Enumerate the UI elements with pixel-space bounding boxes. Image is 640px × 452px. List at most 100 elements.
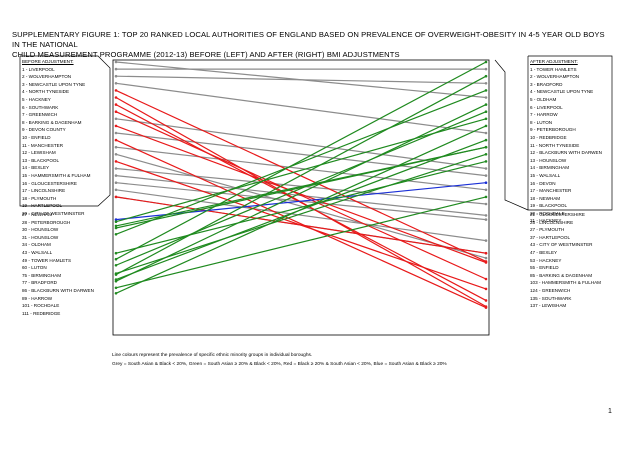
series-line-green — [115, 61, 487, 260]
after-other-rank-item: 137 - LEWISHAM — [530, 303, 567, 309]
after-point — [484, 82, 488, 85]
before-other-rank-item: 28 - PETERBOROUGH — [22, 219, 71, 225]
before-point — [114, 124, 118, 128]
after-point — [484, 153, 488, 156]
after-adjustment-list: AFTER ADJUSTMENT: 1 - TOWER HAMLETS 2 - W… — [530, 58, 602, 225]
before-rank-item: 11 - MANCHESTER — [22, 142, 64, 148]
after-rank-item: 5 - OLDHAM — [530, 96, 557, 102]
series-line-green — [115, 118, 487, 223]
series-line-green — [115, 146, 487, 229]
after-point — [484, 202, 488, 206]
before-point — [114, 292, 118, 295]
before-point — [114, 224, 118, 228]
before-point — [114, 138, 118, 142]
after-point — [484, 256, 488, 260]
before-point — [114, 103, 118, 106]
after-rank-item: 4 - NEWCASTLE UPON TYNE — [530, 89, 594, 95]
before-point — [114, 89, 118, 92]
after-point — [484, 299, 488, 302]
before-rank-item: 16 - GLOUCESTERSHIRE — [22, 180, 77, 186]
before-point — [114, 286, 118, 290]
after-point — [484, 110, 488, 113]
after-point — [484, 145, 488, 149]
after-rank-item: 17 - MANCHESTER — [530, 188, 572, 194]
before-point — [114, 233, 118, 236]
before-rank-item: 3 - NEWCASTLE UPON TYNE — [22, 81, 86, 87]
after-rank-item: 3 - BRADFORD — [530, 81, 563, 87]
before-other-rank-item: 27 - NEWHAM — [22, 212, 53, 217]
before-point — [114, 273, 118, 276]
before-point — [114, 174, 118, 177]
after-rank-item: 11 - NORTH TYNESIDE — [530, 142, 580, 148]
after-point — [484, 124, 488, 128]
before-point — [114, 160, 118, 163]
before-other-rank-item: 86 - BLACKBURN WITH DARWEN — [22, 287, 94, 293]
series-line-red — [115, 196, 487, 254]
before-other-rank-item: 101 - ROCHDALE — [22, 303, 60, 309]
after-point — [484, 60, 488, 64]
after-point — [484, 188, 488, 192]
after-rank-item: 8 - LUTON — [530, 119, 553, 125]
after-other-rank-item: 85 - BARKING & DAGENHAM — [530, 272, 593, 278]
before-rank-item: 10 - ENFIELD — [22, 134, 51, 140]
after-rank-item: 21 - HACKNEY — [530, 218, 562, 224]
series-line-green — [115, 89, 487, 235]
before-rank-item: 17 - LINCOLNSHIRE — [22, 188, 66, 194]
before-point — [114, 167, 118, 170]
before-point — [114, 195, 118, 199]
after-point — [484, 277, 488, 281]
after-adjustment-header: AFTER ADJUSTMENT: — [530, 59, 578, 64]
before-rank-item: 8 - BARKING & DAGENHAM — [22, 119, 82, 125]
legend-line2: Grey = South Asian & Black < 20%, Green … — [112, 362, 447, 367]
after-point — [484, 261, 488, 264]
after-point — [484, 167, 488, 170]
series-line-blue — [115, 182, 487, 221]
before-point — [114, 131, 118, 135]
after-adjustment-others: 21 - GLOUCESTERSHIRE 25 - LINCOLNSHIRE 27 … — [530, 211, 601, 310]
before-point — [114, 82, 118, 85]
after-rank-item: 9 - PETERBOROUGH — [530, 127, 576, 133]
series-line-grey — [115, 146, 487, 191]
series-line-grey — [115, 153, 487, 259]
after-other-rank-item: 53 - HACKNEY — [530, 257, 562, 263]
before-other-rank-item: 60 - LUTON — [22, 265, 47, 271]
right-box — [527, 55, 613, 211]
before-rank-item: 14 - BEXLEY — [22, 165, 50, 171]
series-line-grey — [115, 82, 487, 134]
after-point — [484, 239, 488, 242]
before-rank-item: 4 - NORTH TYNESIDE — [22, 89, 70, 95]
after-rank-item: 10 - REDBRIDGE — [530, 134, 567, 140]
before-other-rank-item: 43 - WALSALL — [22, 249, 53, 255]
series-line-grey — [115, 189, 487, 242]
before-point — [114, 251, 118, 255]
after-other-rank-item: 21 - GLOUCESTERSHIRE — [530, 212, 585, 217]
series-line-grey — [115, 75, 487, 84]
before-other-rank-item: 89 - HARROW — [22, 295, 53, 301]
before-other-rank-item: 75 - BIRMINGHAM — [22, 272, 62, 278]
series-line-green — [115, 111, 487, 266]
after-point — [484, 103, 488, 106]
before-other-rank-item: 30 - HOUNSLOW — [22, 227, 59, 233]
before-other-rank-item: 49 - TOWER HAMLETS — [22, 257, 72, 263]
before-point — [114, 60, 118, 64]
after-other-rank-item: 135 - SOUTHWARK — [530, 295, 572, 301]
before-point — [114, 220, 118, 223]
after-other-rank-item: 43 - CITY OF WESTMINSTER — [530, 242, 593, 248]
after-point — [484, 306, 488, 309]
before-rank-item: 20 - CITY OF WESTMINSTER — [22, 210, 85, 216]
before-rank-item: 18 - PLYMOUTH — [22, 195, 57, 201]
before-other-rank-item: 34 - OLDHAM — [22, 242, 51, 248]
after-rank-item: 12 - BLACKBURN WITH DARWEN — [530, 150, 602, 156]
series-line-green — [115, 196, 487, 289]
after-rank-item: 6 - LIVERPOOL — [530, 104, 563, 110]
right-bracket — [494, 59, 529, 211]
after-point — [484, 67, 488, 71]
before-point — [114, 153, 118, 156]
before-rank-item: 13 - BLACKPOOL — [22, 157, 60, 163]
series-line-red — [115, 139, 487, 309]
before-adjustment-list: BEFORE ADJUSTMENT: 1 - LIVERPOOL 2 - WOLV… — [22, 58, 90, 217]
series-line-green — [115, 75, 487, 276]
after-point — [484, 89, 488, 92]
figure-title-line1: SUPPLEMENTARY FIGURE 1: TOP 20 RANKED LO… — [12, 30, 605, 49]
